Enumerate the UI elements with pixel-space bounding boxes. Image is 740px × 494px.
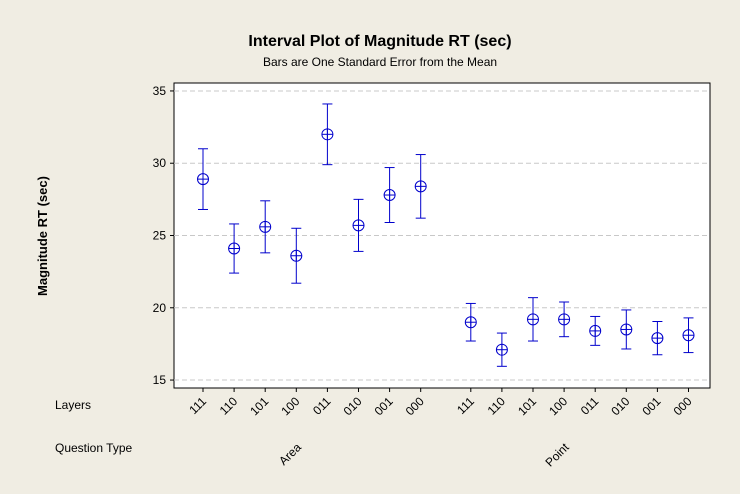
- y-axis-label: Magnitude RT (sec): [35, 176, 50, 296]
- row-label: Layers: [55, 398, 91, 412]
- y-tick-label: 20: [153, 301, 167, 315]
- chart-subtitle: Bars are One Standard Error from the Mea…: [263, 55, 497, 69]
- row-label: Question Type: [55, 441, 132, 455]
- y-tick-label: 15: [153, 373, 167, 387]
- y-tick-label: 30: [153, 156, 167, 170]
- y-tick-label: 25: [153, 229, 167, 243]
- y-tick-label: 35: [153, 84, 167, 98]
- chart-title: Interval Plot of Magnitude RT (sec): [248, 33, 511, 50]
